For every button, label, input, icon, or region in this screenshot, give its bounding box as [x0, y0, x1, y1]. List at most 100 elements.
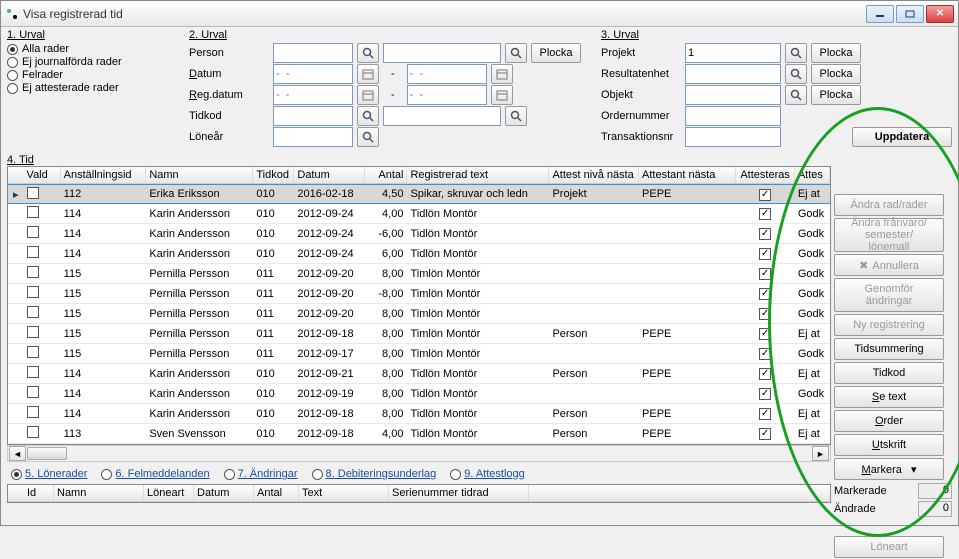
table-row[interactable]: 115 Pernilla Persson 011 2012-09-20 8,00…: [8, 264, 830, 284]
person-name-input[interactable]: [383, 43, 501, 63]
attesteras-checkbox[interactable]: [759, 189, 771, 201]
vald-checkbox[interactable]: [27, 246, 39, 258]
side-button[interactable]: Tidsummering: [834, 338, 944, 360]
col2-datum[interactable]: Datum: [194, 485, 254, 501]
vald-checkbox[interactable]: [27, 206, 39, 218]
col-tidkod[interactable]: Tidkod: [253, 167, 294, 183]
attesteras-checkbox[interactable]: [759, 248, 771, 260]
col-vald[interactable]: Vald: [24, 167, 61, 183]
calendar-icon[interactable]: [491, 64, 513, 84]
transaktionsnr-input[interactable]: [685, 127, 781, 147]
attesteras-checkbox[interactable]: [759, 408, 771, 420]
side-button[interactable]: Markera ▾: [834, 458, 944, 480]
col2-antal[interactable]: Antal: [254, 485, 299, 501]
urval1-option[interactable]: Felrader: [7, 69, 177, 81]
attesteras-checkbox[interactable]: [759, 208, 771, 220]
table-row[interactable]: 114 Karin Andersson 010 2012-09-24 -6,00…: [8, 224, 830, 244]
attesteras-checkbox[interactable]: [759, 308, 771, 320]
lonear-input[interactable]: [273, 127, 353, 147]
objekt-input[interactable]: [685, 85, 781, 105]
plocka-button[interactable]: Plocka: [811, 85, 861, 105]
tidkod-input[interactable]: [273, 106, 353, 126]
urval1-option[interactable]: Ej attesterade rader: [7, 82, 177, 94]
table-row[interactable]: 115 Pernilla Persson 011 2012-09-20 -8,0…: [8, 284, 830, 304]
tidkod-text-input[interactable]: [383, 106, 501, 126]
datum-from-input[interactable]: [273, 64, 353, 84]
radio-icon[interactable]: [312, 469, 323, 480]
col2-serienummer[interactable]: Serienummer tidrad: [389, 485, 529, 501]
col-namn[interactable]: Namn: [146, 167, 253, 183]
col-attest-niva[interactable]: Attest nivå nästa: [549, 167, 639, 183]
regdatum-from-input[interactable]: [273, 85, 353, 105]
loneart-button[interactable]: Löneart: [834, 536, 944, 558]
side-button[interactable]: Genomför ändringar: [834, 278, 944, 312]
attesteras-checkbox[interactable]: [759, 428, 771, 440]
scroll-left-icon[interactable]: ◄: [9, 446, 26, 461]
minimize-button[interactable]: [866, 5, 894, 23]
table-row[interactable]: 113 Sven Svensson 010 2012-09-18 4,00 Ti…: [8, 424, 830, 444]
maximize-button[interactable]: [896, 5, 924, 23]
side-button[interactable]: Ändra rad/rader: [834, 194, 944, 216]
table-row[interactable]: 114 Karin Andersson 010 2012-09-18 8,00 …: [8, 404, 830, 424]
table-row[interactable]: 115 Pernilla Persson 011 2012-09-17 8,00…: [8, 344, 830, 364]
calendar-icon[interactable]: [357, 85, 379, 105]
radio-icon[interactable]: [101, 469, 112, 480]
col2-namn[interactable]: Namn: [54, 485, 144, 501]
table-row[interactable]: 114 Karin Andersson 010 2012-09-21 8,00 …: [8, 364, 830, 384]
search-icon[interactable]: [357, 106, 379, 126]
col2-id[interactable]: Id: [24, 485, 54, 501]
radio-icon[interactable]: [7, 44, 18, 55]
uppdatera-button[interactable]: Uppdatera: [852, 127, 952, 147]
plocka-button[interactable]: Plocka: [531, 43, 581, 63]
vald-checkbox[interactable]: [27, 346, 39, 358]
side-button[interactable]: Ny registrering: [834, 314, 944, 336]
table-row[interactable]: 114 Karin Andersson 010 2012-09-24 4,00 …: [8, 204, 830, 224]
vald-checkbox[interactable]: [27, 386, 39, 398]
search-icon[interactable]: [785, 85, 807, 105]
attesteras-checkbox[interactable]: [759, 328, 771, 340]
ordernummer-input[interactable]: [685, 106, 781, 126]
side-button[interactable]: Order: [834, 410, 944, 432]
calendar-icon[interactable]: [357, 64, 379, 84]
search-icon[interactable]: [357, 43, 379, 63]
radio-icon[interactable]: [7, 57, 18, 68]
vald-checkbox[interactable]: [27, 226, 39, 238]
plocka-button[interactable]: Plocka: [811, 43, 861, 63]
side-button[interactable]: ✖Annullera: [834, 254, 944, 276]
side-button[interactable]: Ändra frånvaro/ semester/ lönemall: [834, 218, 944, 252]
col-attestant-nasta[interactable]: Attestant nästa: [639, 167, 736, 183]
col-antal[interactable]: Antal: [365, 167, 408, 183]
urval1-option[interactable]: Alla rader: [7, 43, 177, 55]
vald-checkbox[interactable]: [27, 187, 39, 199]
radio-icon[interactable]: [7, 70, 18, 81]
vald-checkbox[interactable]: [27, 366, 39, 378]
radio-icon[interactable]: [7, 83, 18, 94]
search-icon[interactable]: [357, 127, 379, 147]
projekt-input[interactable]: [685, 43, 781, 63]
col2-text[interactable]: Text: [299, 485, 389, 501]
table-row[interactable]: ▸ 112 Erika Eriksson 010 2016-02-18 4,50…: [8, 184, 830, 204]
vald-checkbox[interactable]: [27, 326, 39, 338]
attesteras-checkbox[interactable]: [759, 288, 771, 300]
col-datum[interactable]: Datum: [294, 167, 364, 183]
vald-checkbox[interactable]: [27, 266, 39, 278]
attesteras-checkbox[interactable]: [759, 268, 771, 280]
close-button[interactable]: ✕: [926, 5, 954, 23]
col-attes[interactable]: Attes: [795, 167, 830, 183]
search-icon[interactable]: [505, 43, 527, 63]
tab[interactable]: 7. Ändringar: [224, 468, 298, 480]
radio-icon[interactable]: [224, 469, 235, 480]
radio-icon[interactable]: [450, 469, 461, 480]
vald-checkbox[interactable]: [27, 286, 39, 298]
resultatenhet-input[interactable]: [685, 64, 781, 84]
tab[interactable]: 9. Attestlogg: [450, 468, 525, 480]
col-registrerad-text[interactable]: Registrerad text: [407, 167, 549, 183]
datum-to-input[interactable]: [407, 64, 487, 84]
col2-loneart[interactable]: Löneart: [144, 485, 194, 501]
search-icon[interactable]: [785, 64, 807, 84]
scroll-right-icon[interactable]: ►: [812, 446, 829, 461]
regdatum-to-input[interactable]: [407, 85, 487, 105]
attesteras-checkbox[interactable]: [759, 348, 771, 360]
col-attesteras[interactable]: Attesteras: [736, 167, 794, 183]
vald-checkbox[interactable]: [27, 406, 39, 418]
